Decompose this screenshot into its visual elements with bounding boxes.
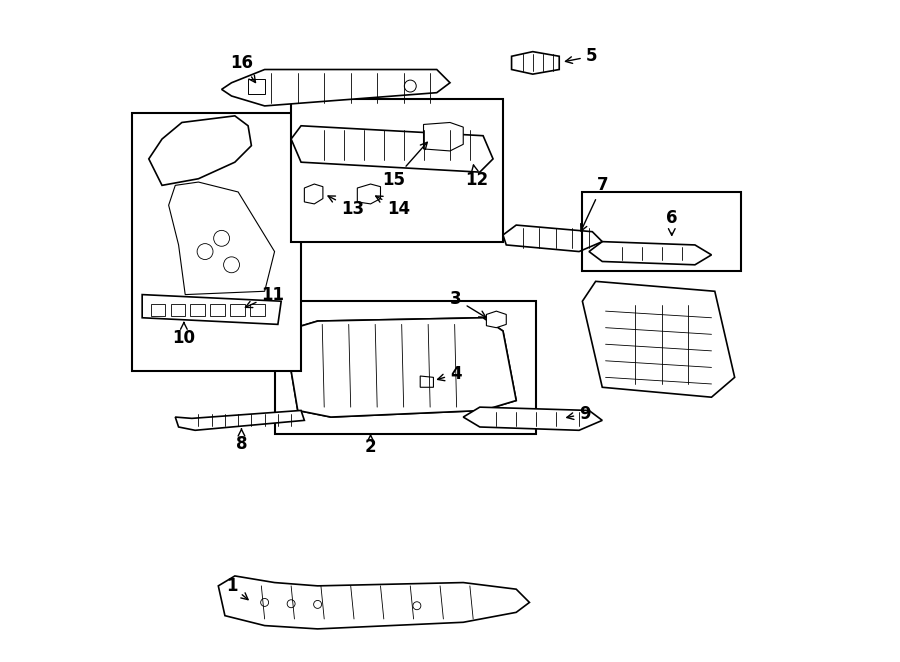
Text: 4: 4 [437,365,462,383]
Bar [151,304,166,316]
Text: 16: 16 [230,54,256,83]
Text: 6: 6 [666,209,678,235]
Text: 11: 11 [246,285,284,308]
Polygon shape [219,576,529,629]
Bar [191,304,205,316]
Polygon shape [424,122,464,151]
Polygon shape [284,318,517,417]
Polygon shape [142,295,281,324]
Polygon shape [148,116,251,185]
Polygon shape [464,407,602,430]
Polygon shape [503,225,602,252]
Polygon shape [176,410,304,430]
Bar [582,192,742,271]
Polygon shape [511,52,559,74]
Text: 9: 9 [567,404,590,423]
Bar [211,304,225,316]
Bar [250,304,265,316]
Polygon shape [168,182,274,295]
Polygon shape [486,311,507,328]
Text: 3: 3 [450,290,486,318]
Text: 5: 5 [565,47,598,66]
Text: 15: 15 [382,142,428,189]
Bar [248,79,265,94]
Polygon shape [582,281,734,397]
Polygon shape [589,242,712,265]
Polygon shape [304,184,323,204]
Text: 13: 13 [328,196,364,218]
Text: 1: 1 [226,577,248,600]
Text: 8: 8 [236,429,248,453]
Text: 14: 14 [375,196,410,218]
Text: 2: 2 [364,435,376,456]
Text: 12: 12 [465,165,488,189]
Text: 7: 7 [580,176,608,231]
Polygon shape [284,318,517,417]
Bar [171,304,185,316]
Text: 10: 10 [173,322,195,347]
Polygon shape [357,184,381,204]
Polygon shape [291,126,493,172]
Bar [291,99,503,242]
Polygon shape [420,376,434,387]
Bar [274,301,536,434]
Bar [230,304,245,316]
Bar [132,113,302,371]
Polygon shape [221,70,450,106]
